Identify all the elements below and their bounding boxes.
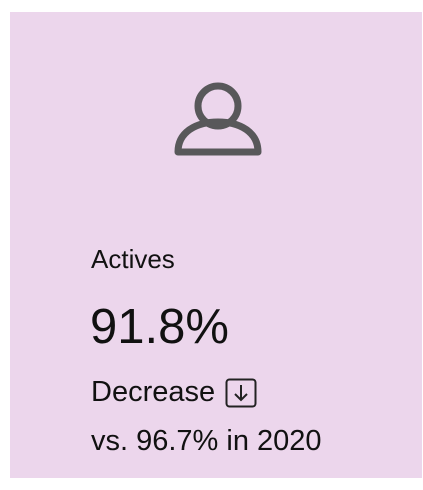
kpi-label: Actives (91, 244, 175, 274)
person-icon (174, 82, 262, 156)
kpi-trend: Decrease (91, 376, 257, 409)
kpi-comparison: vs. 96.7% in 2020 (91, 425, 322, 457)
kpi-value: 91.8% (90, 300, 229, 354)
trend-text: Decrease (91, 376, 216, 408)
trend-down-icon (225, 378, 257, 407)
kpi-card: Actives 91.8% Decrease vs. 96.7% in 2020 (10, 12, 422, 478)
